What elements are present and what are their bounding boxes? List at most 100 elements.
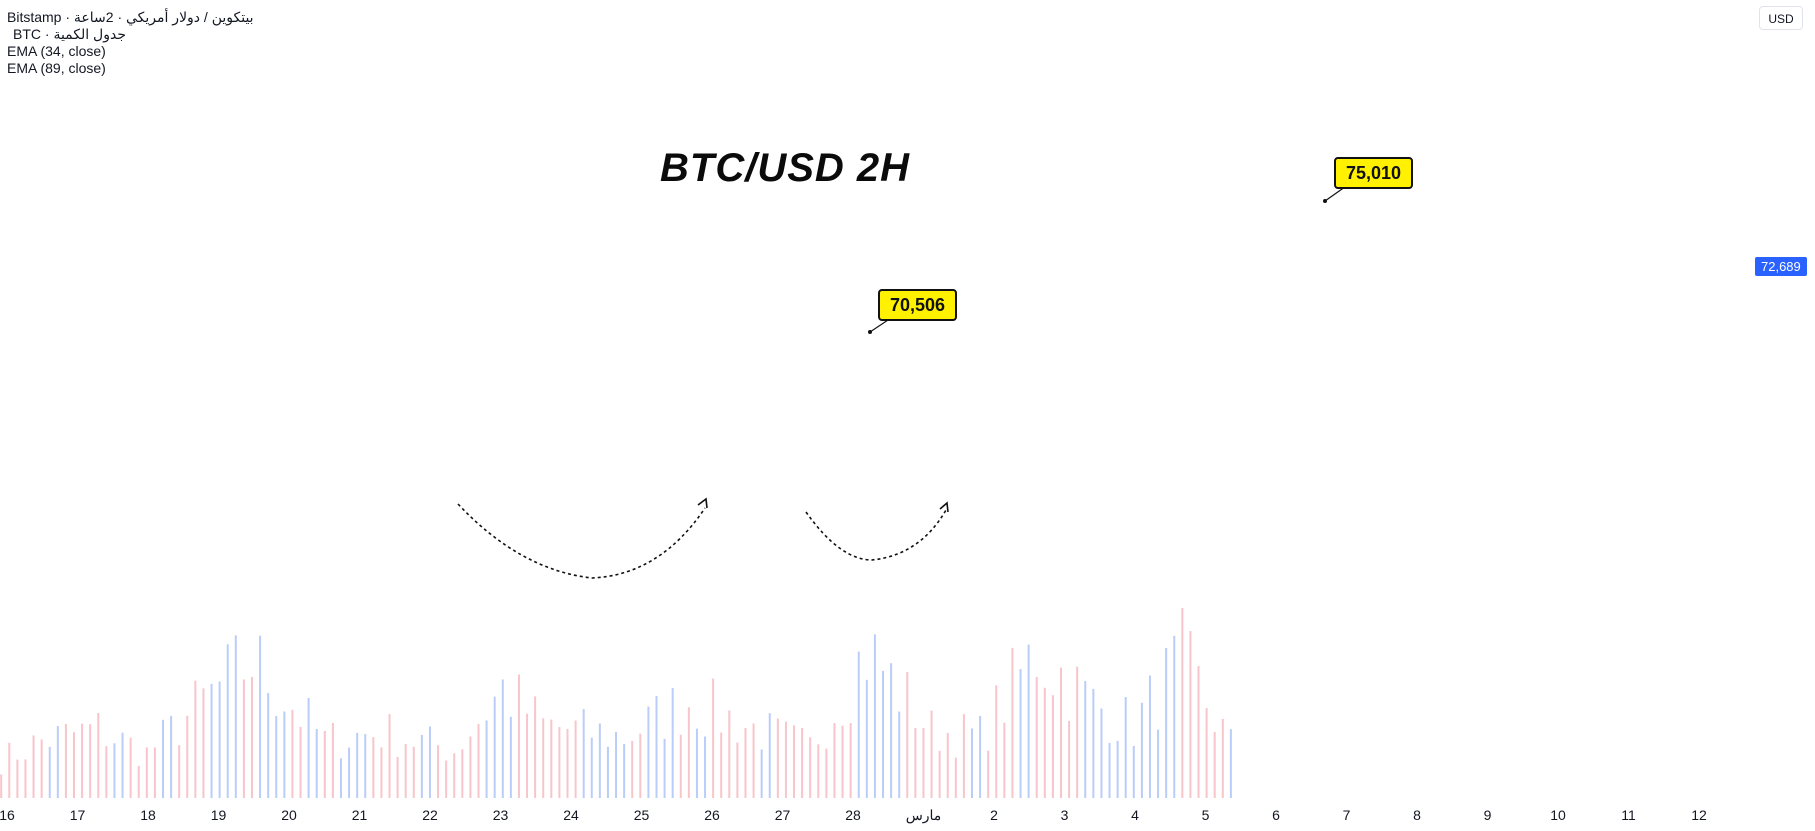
x-tick-label: مارس [906,807,942,824]
volume-bar [32,735,35,798]
volume-bar [1092,688,1095,798]
volume-bar [631,740,634,798]
x-tick-label: 5 [1202,807,1210,823]
volume-bar [865,679,868,798]
volume-bar [364,734,367,798]
volume-bar [663,738,666,798]
volume-bar [598,723,601,798]
volume-bar [582,709,585,798]
resistance-callout[interactable]: 70,506 [878,289,958,321]
volume-bar [825,748,828,798]
volume-bar [550,719,553,798]
volume-bar [299,726,302,798]
legend-ema-89[interactable]: EMA (89, close) [7,60,106,76]
volume-bar [542,718,545,798]
x-tick-label: 16 [0,807,15,823]
volume-bar [267,693,270,798]
volume-bar [153,747,156,798]
volume-bar [445,760,448,798]
volume-bar [784,721,787,798]
volume-bar [1205,708,1208,798]
volume-bar [493,696,496,798]
x-tick-label: 24 [563,807,579,823]
volume-bar [412,746,415,798]
volume-bar [509,716,512,798]
volume-bar [1140,702,1143,798]
volume-bar [307,697,310,798]
last-price-tag: 72,689 [1755,257,1807,276]
legend-ema-34[interactable]: EMA (34, close) [7,43,106,59]
x-tick-label: 26 [704,807,720,823]
volume-bar [615,731,618,798]
volume-bar [283,711,286,798]
volume-bar [194,680,197,798]
volume-bar [679,734,682,798]
volume-bar [372,737,375,798]
volume-bar [687,707,690,798]
volume-bar [24,759,27,798]
volume-bar [420,734,423,798]
volume-bar [81,723,84,798]
chart-legend: Bitstamp · بيتكوين / دولار أمريكي · 2ساع… [7,9,254,77]
volume-bar [89,724,92,798]
cup-arrow-left [697,497,708,509]
volume-bar [275,716,278,798]
volume-bar [1157,729,1160,798]
x-tick-label: 3 [1061,807,1069,823]
volume-bar [655,695,658,798]
volume-bar [1100,708,1103,798]
x-tick-label: 6 [1272,807,1280,823]
volume-bar [453,753,456,798]
volume-bar [857,651,860,798]
x-tick-label: 18 [140,807,156,823]
volume-bar [1116,740,1119,798]
volume-bar [234,635,237,798]
volume-bar [962,714,965,798]
volume-bar [242,679,245,798]
volume-bar [971,728,973,798]
x-tick-label: 9 [1484,807,1492,823]
volume-bar [720,732,723,798]
volume-bar [388,714,391,798]
x-tick-label: 22 [422,807,438,823]
volume-bar [1019,669,1022,798]
volume-bar [841,725,844,798]
x-tick-label: 25 [634,807,650,823]
volume-bar [728,710,731,798]
volume-bar [946,732,949,798]
volume-bar [898,711,901,798]
target-callout[interactable]: 75,010 [1334,157,1414,189]
volume-bar [469,736,472,798]
volume-bar [0,774,3,798]
volume-bar [606,746,609,798]
legend-symbol[interactable]: Bitstamp · بيتكوين / دولار أمريكي · 2ساع… [7,9,254,25]
volume-bar [380,747,383,798]
volume-bar [776,718,779,798]
currency-button[interactable]: USD [1759,6,1803,30]
volume-bar [461,749,464,798]
volume-bar [202,688,205,798]
volume-bar [315,729,318,798]
volume-bar [226,644,229,798]
volume-bar [1181,608,1184,798]
volume-bar [526,713,529,798]
x-tick-label: 21 [352,807,368,823]
volume-bar [534,696,537,798]
legend-volume[interactable]: BTC · جدول الكمية [13,26,126,42]
volume-bar [801,728,804,798]
volume-bar [793,725,796,798]
volume-bar [97,713,100,798]
volume-bar [752,723,755,798]
chart-title: BTC/USD 2H [660,146,911,190]
volume-bar [1035,676,1038,798]
volume-bar [890,663,893,798]
x-tick-label: 27 [775,807,791,823]
volume-bar [1003,722,1006,798]
volume-bar [113,743,116,798]
volume-bar [979,715,982,798]
volume-bar [1173,635,1176,798]
cup-arrow-right [939,501,949,513]
x-tick-label: 20 [281,807,297,823]
volume-bar [1132,745,1135,798]
